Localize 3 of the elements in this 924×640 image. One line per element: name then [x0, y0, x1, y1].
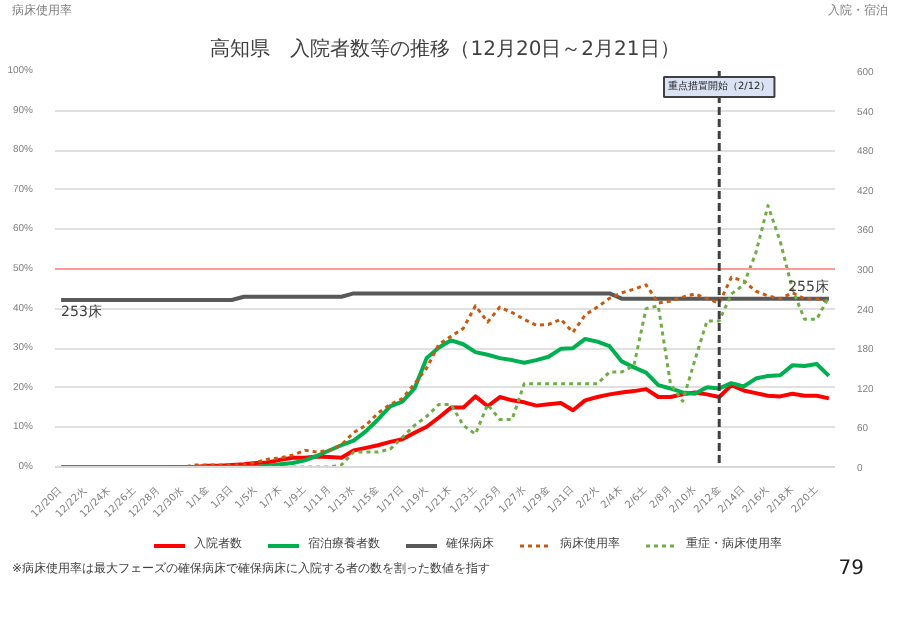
text: 79	[838, 558, 864, 582]
chart-title: 高知県 入院者数等の推移（12月20日～2月21日）	[210, 37, 680, 61]
line-series	[59, 336, 831, 467]
